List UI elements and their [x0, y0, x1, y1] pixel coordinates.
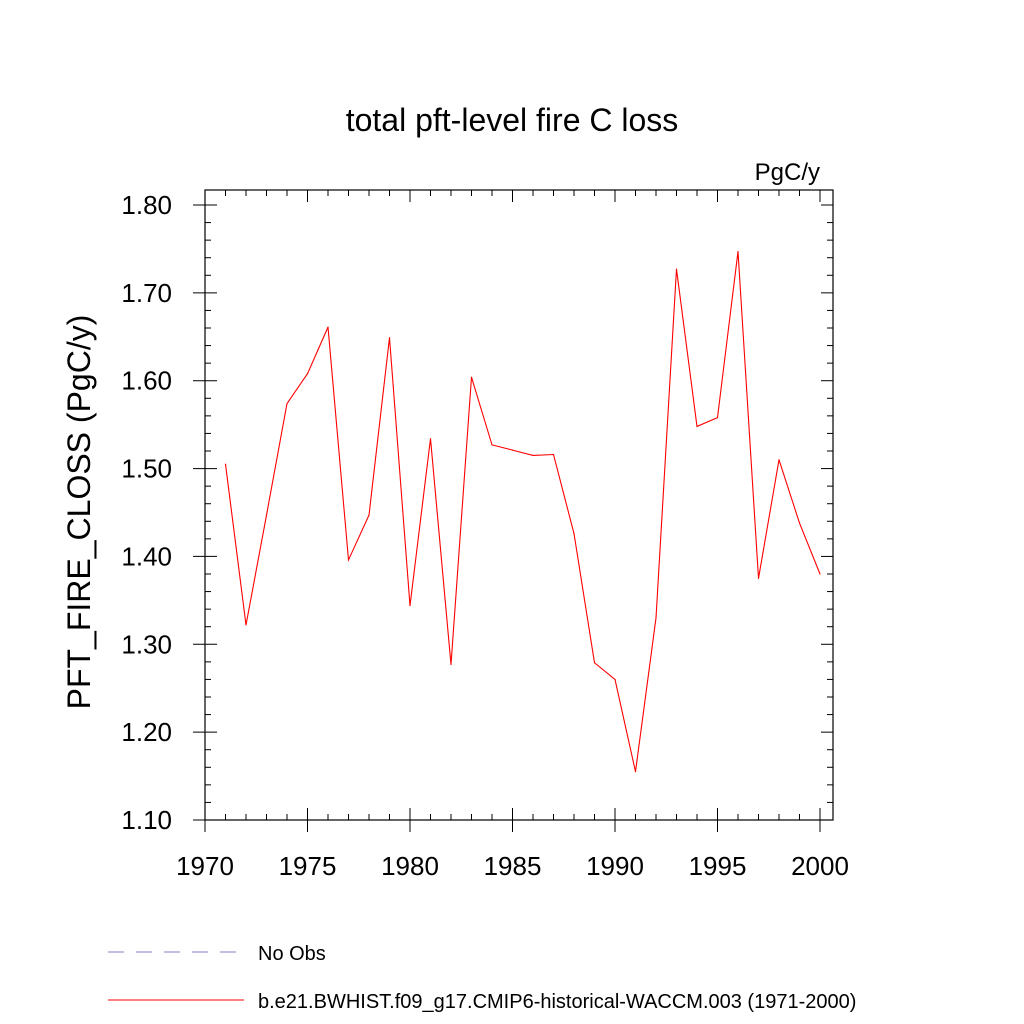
data-point [696, 425, 698, 427]
x-tick-label: 1985 [484, 851, 542, 881]
data-point [716, 417, 719, 419]
data-point [798, 522, 801, 524]
data-point [409, 605, 411, 607]
y-tick-label: 1.30 [121, 629, 172, 659]
data-point [655, 617, 657, 619]
data-point [347, 559, 350, 561]
series-line-0 [224, 251, 821, 772]
plot-frame [204, 189, 834, 821]
y-tick-label: 1.10 [121, 805, 172, 835]
x-tick-label: 1995 [689, 851, 747, 881]
y-tick-label: 1.50 [121, 454, 172, 484]
data-point [265, 514, 268, 516]
units-label: PgC/y [755, 159, 820, 186]
data-point [286, 402, 288, 405]
y-tick-label: 1.40 [121, 541, 172, 571]
x-tick-label: 1975 [279, 851, 337, 881]
data-point [819, 573, 821, 575]
axes: 1970 1975 1980 1985 1990 1995 2000 1.10 1.20 1.30… [121, 189, 849, 881]
y-tick-label: 1.80 [121, 190, 172, 220]
data-point [634, 771, 637, 773]
y-tick-label: 1.60 [121, 366, 172, 396]
x-tick-label: 1970 [176, 851, 234, 881]
legend-label-no-obs: No Obs [258, 943, 326, 965]
data-point [552, 453, 555, 456]
data-point [388, 337, 391, 339]
data-point [327, 326, 329, 328]
data-point [532, 454, 534, 456]
data-point [491, 444, 493, 446]
data-point [368, 514, 370, 516]
legend-label-model: b.e21.BWHIST.f09_g17.CMIP6-historical-WA… [258, 991, 856, 1013]
data-point [675, 268, 678, 270]
y-tick-label: 1.20 [121, 717, 172, 747]
data-point [306, 373, 309, 375]
plot-lines [224, 250, 821, 773]
data-point [245, 624, 247, 626]
x-tick-label: 2000 [791, 851, 849, 881]
data-point [470, 376, 473, 378]
data-point [757, 577, 760, 579]
x-tick-label: 1980 [381, 851, 439, 881]
x-tick-label: 1990 [586, 851, 644, 881]
y-tick-label: 1.70 [121, 278, 172, 308]
data-point [224, 463, 227, 465]
data-point [614, 678, 616, 681]
data-point [573, 532, 575, 535]
data-point [778, 459, 780, 461]
data-point [429, 438, 432, 440]
legend: No Obs b.e21.BWHIST.f09_g17.CMIP6-histor… [108, 943, 856, 1013]
data-point [737, 250, 739, 253]
data-point [450, 663, 452, 666]
chart-title: total pft-level fire C loss [346, 102, 679, 138]
data-point [593, 662, 596, 664]
data-point [511, 449, 514, 451]
y-axis-label: PFT_FIRE_CLOSS (PgC/y) [61, 315, 97, 710]
